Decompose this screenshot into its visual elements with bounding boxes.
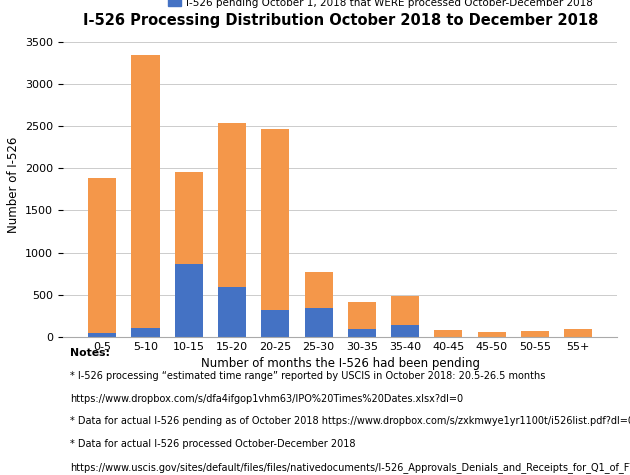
Bar — [304, 272, 333, 308]
Bar — [132, 55, 159, 328]
Bar — [391, 325, 419, 337]
Bar — [88, 332, 117, 337]
Bar — [521, 331, 549, 337]
Bar — [304, 308, 333, 337]
Text: https://www.uscis.gov/sites/default/files/files/nativedocuments/I-526_Approvals_: https://www.uscis.gov/sites/default/file… — [70, 462, 630, 473]
Bar — [261, 310, 289, 337]
Bar — [348, 329, 376, 337]
Bar — [348, 303, 376, 329]
Bar — [564, 329, 592, 337]
Text: Notes:: Notes: — [70, 348, 110, 358]
Title: I-526 Processing Distribution October 2018 to December 2018: I-526 Processing Distribution October 20… — [83, 13, 598, 28]
Bar — [478, 332, 506, 337]
Bar — [434, 330, 462, 337]
Text: https://www.dropbox.com/s/dfa4ifgop1vhm63/IPO%20Times%20Dates.xlsx?dl=0: https://www.dropbox.com/s/dfa4ifgop1vhm6… — [70, 394, 463, 404]
Bar — [218, 123, 246, 287]
Legend: I-526 pending October 1, 2018 that were NOT processed October-December 2018, I-5: I-526 pending October 1, 2018 that were … — [164, 0, 617, 12]
Y-axis label: Number of I-526: Number of I-526 — [6, 137, 20, 233]
Bar — [175, 171, 203, 265]
Text: * Data for actual I-526 pending as of October 2018 https://www.dropbox.com/s/zxk: * Data for actual I-526 pending as of Oc… — [70, 416, 630, 427]
Text: * Data for actual I-526 processed October-December 2018: * Data for actual I-526 processed Octobe… — [70, 439, 355, 449]
Bar — [391, 295, 419, 325]
Bar — [132, 328, 159, 337]
Bar — [88, 178, 117, 332]
Bar — [261, 129, 289, 310]
Text: * I-526 processing “estimated time range” reported by USCIS in October 2018: 20.: * I-526 processing “estimated time range… — [70, 371, 545, 381]
Bar — [175, 265, 203, 337]
Bar — [218, 287, 246, 337]
X-axis label: Number of months the I-526 had been pending: Number of months the I-526 had been pend… — [201, 357, 479, 370]
